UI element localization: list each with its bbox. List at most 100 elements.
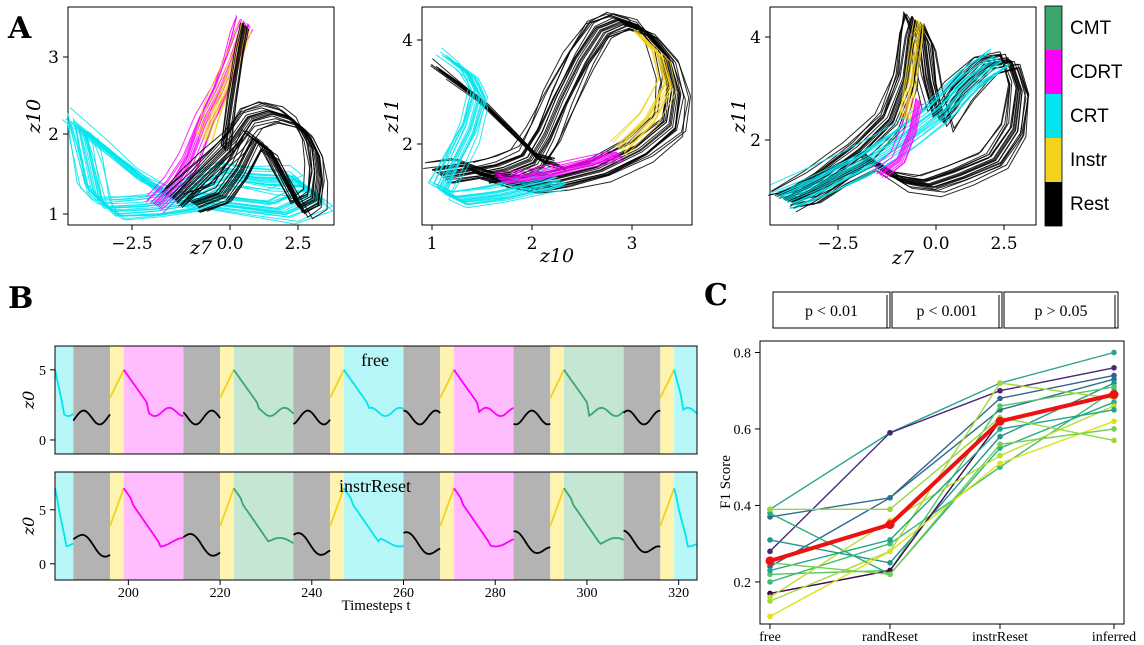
bg-block-instr [550,346,565,454]
b2-x-tick-label: 260 [393,586,414,601]
panel-a3: −2.5 0.0 2.5 2 4 z7 z11 [728,6,1037,269]
c-point [997,426,1003,432]
c-point [997,380,1003,386]
c-point [887,429,893,436]
c-series-line [769,374,1115,568]
legend-swatch-rest [1045,182,1062,226]
x-tick-label: 2.5 [284,234,311,254]
b1-series [54,369,698,426]
b2-x-tick-label: 280 [485,586,506,601]
legend-label-instr: Instr [1070,150,1108,171]
significance-boxes: p < 0.01 p < 0.001 p > 0.05 [772,291,1119,329]
bg-block-rest [73,346,111,454]
c-point [767,594,773,601]
sig-label: p < 0.01 [805,303,858,320]
c-point [767,506,773,513]
bg-block-instr [110,346,124,454]
bg-block-crt [674,346,697,454]
b-segment-cdrt [123,369,184,417]
c-series-line [769,378,1115,518]
b2-x-tick-label: 240 [301,586,322,601]
c-series-line [769,420,1115,618]
c-point [767,548,773,555]
b-segment-crt [54,488,74,548]
c-y-tick-label: 0.2 [734,576,752,591]
c-point [1111,418,1117,425]
y-tick-label: 2 [402,135,413,155]
b-segment-rest [182,409,221,426]
c-mean-point [765,556,775,566]
b-segment-instr [549,487,565,527]
panel-c: p < 0.01 p < 0.001 p > 0.05 0.2 0.4 0.6 0.8 fr… [718,291,1136,645]
b2-y-tick-label: 5 [39,504,46,519]
b1-y-tick-label: 5 [39,364,46,379]
c-point [997,395,1003,402]
c-point [997,403,1003,409]
panel-a1: −2.5 0.0 2.5 1 2 3 z7 z10 [23,6,335,259]
a1-trajectories [61,15,334,225]
sig-box [891,291,1003,329]
c-mean-point [1109,390,1119,400]
c-point [997,387,1003,394]
b2-y-tick-label: 0 [39,558,46,573]
bg-block-cdrt [123,472,184,580]
bg-block-rest [183,472,221,580]
b2-series [54,487,698,558]
b-segment-cmt [233,369,295,418]
b-segment-crt [54,369,74,418]
c-point [887,548,893,555]
b-segment-instr [439,487,455,527]
x-tick-label: 2.5 [990,234,1017,254]
bg-block-instr [660,472,675,580]
a3-xlabel: z7 [891,247,915,269]
bg-block-rest [183,346,221,454]
c-point [767,567,773,574]
c-point [1111,426,1117,432]
b-segment-instr [109,487,125,527]
b-segment-rest [513,409,551,426]
b-segment-instr [109,369,125,399]
legend-swatch-crt [1045,94,1062,138]
b-segment-rest [403,409,441,426]
b-segment-rest [293,532,331,556]
b-segment-rest [72,533,111,558]
c-point [887,506,893,513]
b-segment-rest [403,531,441,555]
panel-a2: 1 2 3 2 4 z10 z11 [381,6,693,267]
b2-title: instrReset [339,476,411,496]
x-tick-label: 2 [527,234,538,254]
c-mean-line [769,392,1115,563]
c-mean-point [995,416,1005,426]
y-tick-label: 4 [402,31,413,51]
b2-x-tick-label: 220 [210,586,231,601]
c-series-line [769,409,1115,572]
b2-x-tick-label: 300 [576,586,597,601]
sig-box [772,291,891,329]
x-tick-label: 0.0 [216,234,243,254]
bg-block-crt [674,472,697,580]
bg-block-instr [220,472,234,580]
b2-xlabel: Timesteps t [341,598,411,614]
b2-frame [54,471,698,581]
c-x-tick-label: instrReset [972,630,1028,645]
c-series-line [769,367,1115,552]
c-series-line [769,428,1115,576]
c-x-tick-label: free [759,630,781,645]
bg-block-instr [660,346,675,454]
x-tick-label: −2.5 [111,234,152,254]
a2-ylabel: z11 [381,99,403,134]
bg-block-crt [55,346,74,454]
bg-block-rest [73,472,111,580]
bg-block-cmt [564,346,624,454]
legend-label-cmt: CMT [1070,18,1112,39]
c-y-tick-label: 0.4 [734,499,752,514]
b-segment-cmt [563,369,625,418]
panel-b2: 0 5 200 220 240 260 280 300 320 instrReset z0 Ti… [19,471,698,614]
sig-label: p > 0.05 [1034,303,1087,320]
b-segment-rest [623,409,661,426]
bg-block-rest [513,346,551,454]
c-point [1111,407,1117,413]
c-point [887,571,893,578]
c-point [997,460,1003,467]
panel-b1: 0 5 free z0 [19,345,698,455]
